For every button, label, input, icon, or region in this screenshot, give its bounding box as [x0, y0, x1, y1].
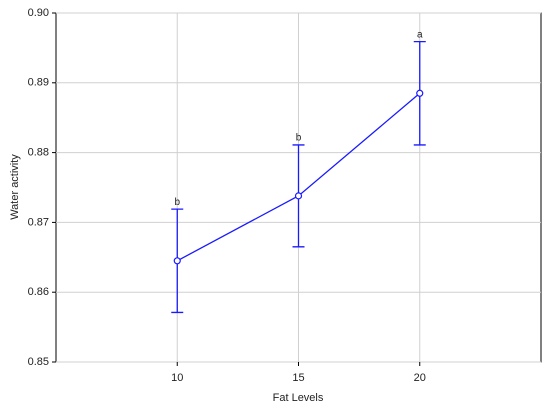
point-annotation: a [417, 29, 423, 40]
y-tick-label: 0.87 [28, 216, 49, 228]
x-tick-label: 20 [414, 372, 426, 384]
data-point [173, 257, 181, 265]
point-annotation: b [296, 133, 302, 144]
point-annotation: b [174, 197, 180, 208]
y-tick-label: 0.89 [28, 77, 49, 89]
data-point [294, 192, 303, 200]
x-tick-label: 15 [292, 372, 304, 384]
x-tick-label: 10 [171, 372, 183, 384]
y-tick-label: 0.86 [28, 286, 49, 298]
y-tick-label: 0.88 [28, 147, 49, 159]
y-tick-label: 0.85 [28, 356, 49, 368]
y-tick-label: 0.90 [28, 7, 49, 19]
data-point [416, 89, 424, 97]
x-axis-title: Fat Levels [273, 392, 324, 404]
y-axis-title: Water activity [9, 154, 21, 220]
